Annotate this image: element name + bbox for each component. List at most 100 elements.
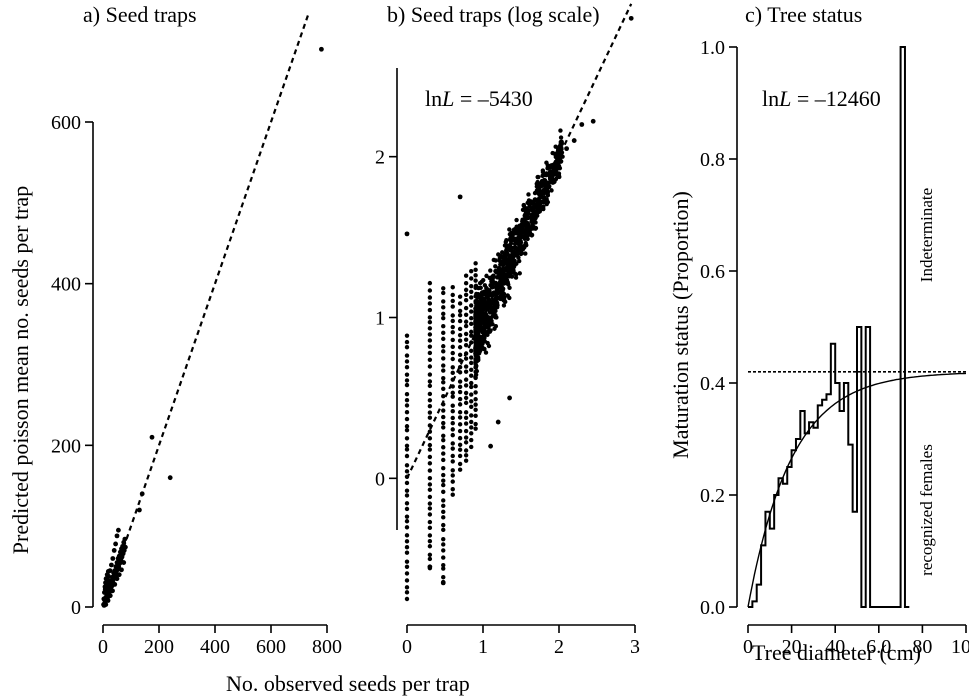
panel-b-point	[525, 216, 530, 221]
panel-b-point	[457, 461, 463, 467]
panel-b-point	[469, 309, 474, 314]
panel-b-point	[427, 350, 433, 356]
panel-b-point	[457, 453, 463, 459]
panel-b-point	[517, 271, 522, 276]
panel-b-point	[469, 380, 474, 386]
panel-b-point	[404, 424, 410, 429]
panel-b-point	[474, 291, 479, 297]
panel-b-point	[491, 273, 496, 278]
panel-c-fitted-curve	[747, 372, 967, 608]
panel-b-point	[520, 245, 525, 250]
panel-b-point	[489, 310, 495, 315]
panel-b-point	[492, 313, 497, 319]
panel-c-annotation-text: = –12460	[791, 86, 880, 111]
panel-b-point	[469, 316, 474, 321]
panel-b-point	[488, 443, 493, 449]
panel-b-point	[487, 298, 492, 303]
panel-b-point	[427, 319, 433, 325]
panel-b-point	[404, 372, 410, 377]
panel-b-point	[469, 384, 474, 390]
panel-b-point	[441, 574, 446, 580]
x-tick-label: 2	[554, 636, 564, 658]
panel-b-point	[522, 236, 528, 242]
x-tick-label: 0	[402, 636, 412, 658]
panel-b-point	[523, 240, 528, 246]
panel-b-point	[511, 268, 516, 273]
panel-b-point	[457, 301, 463, 306]
panel-b-point	[533, 225, 539, 231]
panel-b-point	[457, 410, 463, 415]
panel-b-point	[450, 377, 455, 382]
panel-b-point	[463, 369, 469, 374]
panel-b-point	[483, 350, 489, 355]
panel-a-point	[149, 434, 155, 440]
panel-b-point	[494, 269, 499, 275]
panel-b-point	[463, 319, 469, 324]
panel-b-point	[473, 320, 478, 325]
panel-b-point	[463, 297, 469, 303]
panel-b-point	[450, 384, 455, 389]
panel-a-point	[137, 507, 142, 513]
panel-c-annotation-prefix: ln	[762, 86, 779, 111]
panel-b-point	[441, 305, 446, 310]
panel-b-x-ticks: 0 1 2 3	[402, 625, 640, 658]
panel-b-point	[473, 390, 478, 395]
panel-b-point	[482, 311, 487, 317]
panel-b-point	[441, 509, 446, 515]
panel-b-point	[469, 303, 474, 308]
panel-b-point	[441, 414, 446, 420]
y-tick-label: 1.0	[700, 37, 725, 59]
panel-b-point	[571, 138, 577, 143]
x-tick-label: 600	[256, 636, 286, 658]
panel-a-y-ticks: 0 200 400 600	[51, 112, 93, 619]
panel-b-point	[473, 372, 479, 377]
panel-b-point	[544, 197, 549, 202]
panel-b-point	[427, 383, 433, 389]
panel-a-ylabel: Predicted poisson mean no. seeds per tra…	[8, 186, 33, 554]
panel-a-point	[110, 588, 115, 594]
panel-a-point	[105, 598, 111, 603]
panel-b-point	[404, 525, 410, 530]
panel-b-point	[441, 522, 446, 528]
panel-b-point	[473, 278, 478, 283]
panel-b-point	[457, 318, 463, 324]
panel-b-point	[469, 431, 474, 436]
x-tick-label: 1	[478, 636, 488, 658]
panel-b-point	[541, 206, 546, 212]
panel-b-point	[404, 474, 410, 479]
y-tick-label: 0.4	[700, 373, 725, 395]
panel-b-annotation-var: L	[441, 86, 454, 111]
panel-b-point	[450, 350, 455, 356]
panel-b-point	[427, 552, 433, 557]
panel-b-point	[564, 146, 569, 152]
panel-b-point	[441, 527, 446, 533]
panel-b-point	[427, 326, 433, 331]
panel-b-point	[501, 303, 507, 308]
panel-a-point	[119, 567, 124, 573]
panel-b-point	[487, 305, 492, 310]
panel-b-point	[549, 177, 554, 183]
panel-b-point	[427, 482, 433, 487]
panel-b-point	[495, 419, 501, 425]
panel-b-point	[441, 330, 446, 336]
panel-b-point	[457, 294, 463, 299]
panel-b-point	[469, 295, 474, 300]
panel-a-point	[116, 572, 122, 578]
panel-b-point	[463, 323, 469, 329]
panel-b-point	[513, 275, 519, 280]
panel-c-x-ticks: 0 20 40 6.0 80 100	[743, 625, 969, 658]
panel-a-point	[103, 602, 109, 607]
panel-b-point	[469, 444, 474, 450]
panel-b-point	[463, 383, 469, 388]
panel-c-y-ticks: 0.0 0.2 0.4 0.6 0.8 1.0	[700, 37, 737, 619]
panel-b-point	[441, 344, 446, 349]
panel-a-point	[112, 581, 118, 587]
panel-b-point	[556, 157, 562, 163]
panel-b-point	[475, 301, 480, 306]
panel-b-point	[404, 493, 410, 498]
x-tick-label: 800	[312, 636, 342, 658]
panel-b-point	[450, 337, 455, 343]
panel-b-point	[507, 285, 512, 291]
panel-b-point	[523, 219, 528, 225]
panel-b-point	[404, 339, 410, 345]
